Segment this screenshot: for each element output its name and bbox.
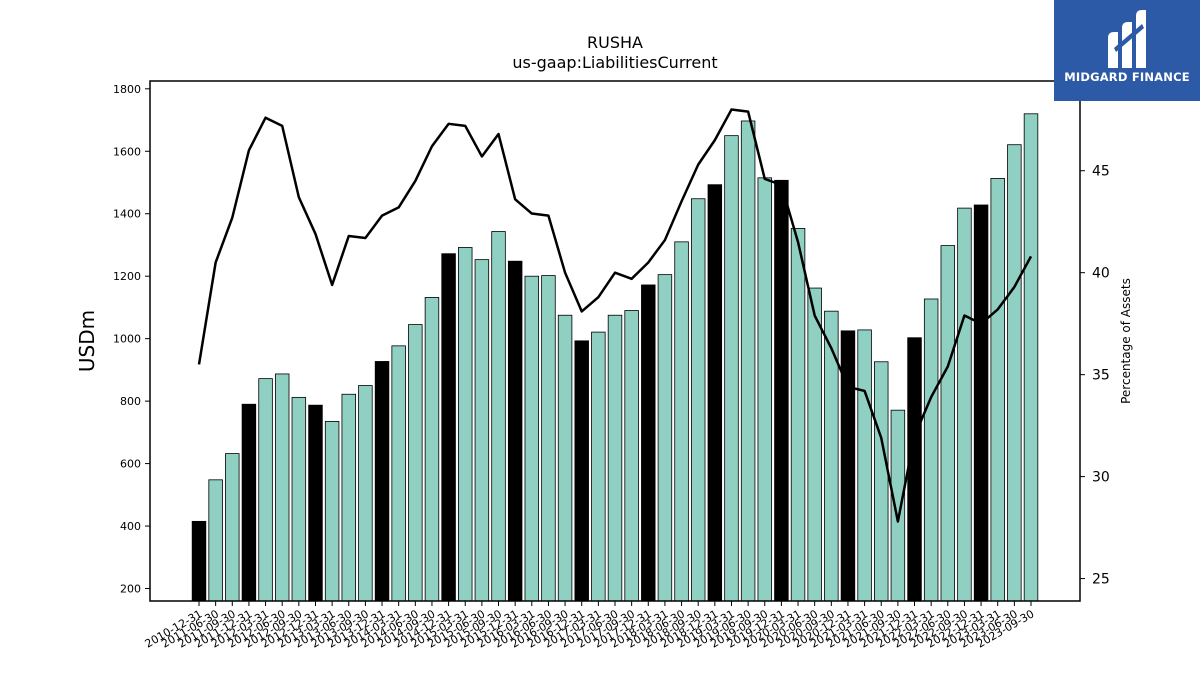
bar (857, 329, 872, 602)
bar (424, 297, 440, 602)
y-axis-label: USDm (75, 310, 99, 372)
bar (225, 453, 240, 602)
bar (258, 378, 273, 602)
bar (790, 228, 806, 602)
chart-title: RUSHA (587, 33, 643, 52)
bar-series (191, 113, 1039, 602)
bar (308, 404, 323, 602)
bar (474, 259, 490, 602)
bar (541, 275, 556, 602)
bar (191, 520, 207, 602)
bar (607, 314, 623, 602)
y2-tick-label: 45 (1092, 164, 1110, 180)
bar (241, 403, 257, 602)
bar (957, 207, 972, 602)
bar (973, 204, 989, 602)
bar (807, 287, 822, 602)
y-tick-label: 1400 (113, 208, 141, 221)
bar (408, 324, 423, 602)
bar (458, 247, 473, 602)
y-tick-label: 600 (120, 458, 141, 471)
bar (624, 310, 639, 602)
bar (208, 479, 223, 602)
bar (291, 396, 307, 602)
logo-text: MIDGARD FINANCE (1064, 70, 1190, 84)
bar (391, 345, 406, 602)
bar (940, 245, 956, 602)
bar (874, 361, 889, 602)
line-series (197, 108, 1033, 523)
y-tick-label: 800 (120, 395, 141, 408)
bar (1023, 113, 1039, 602)
y-tick-label: 1000 (113, 333, 141, 346)
bar (341, 393, 356, 602)
bar (324, 421, 340, 602)
y-tick-label: 400 (120, 520, 141, 533)
bar (923, 298, 939, 602)
bar (990, 178, 1005, 602)
bar (740, 120, 756, 602)
bar (840, 330, 856, 602)
bar (557, 314, 573, 602)
bar (491, 231, 506, 602)
bar (591, 331, 606, 602)
bar (907, 337, 922, 602)
bar (674, 241, 689, 602)
y2-axis-label: Percentage of Assets (1119, 278, 1133, 404)
y-tick-label: 1600 (113, 145, 141, 158)
bar (774, 179, 789, 602)
y2-tick-label: 35 (1092, 368, 1110, 384)
bar (274, 373, 290, 602)
bar (524, 275, 540, 602)
bar (574, 340, 589, 602)
bar (641, 284, 656, 602)
bar (358, 385, 373, 602)
logo-mark-icon (1108, 10, 1146, 68)
bar (657, 274, 673, 602)
bar (690, 198, 706, 602)
y2-tick-label: 40 (1092, 266, 1110, 282)
bar (374, 361, 390, 602)
bar (890, 409, 906, 602)
bar (724, 135, 739, 602)
logo: MIDGARD FINANCE (1054, 0, 1200, 101)
bar (757, 177, 772, 602)
bar (707, 184, 723, 602)
bar (441, 253, 456, 602)
y-tick-label: 1800 (113, 83, 141, 96)
bar (1007, 144, 1022, 602)
chart-subtitle: us-gaap:LiabilitiesCurrent (512, 53, 717, 72)
y2-tick-label: 30 (1092, 470, 1110, 486)
y-tick-label: 1200 (113, 270, 141, 283)
y-tick-label: 200 (120, 583, 141, 596)
bar (824, 310, 839, 602)
y2-tick-label: 25 (1092, 572, 1110, 588)
bar (507, 260, 523, 602)
